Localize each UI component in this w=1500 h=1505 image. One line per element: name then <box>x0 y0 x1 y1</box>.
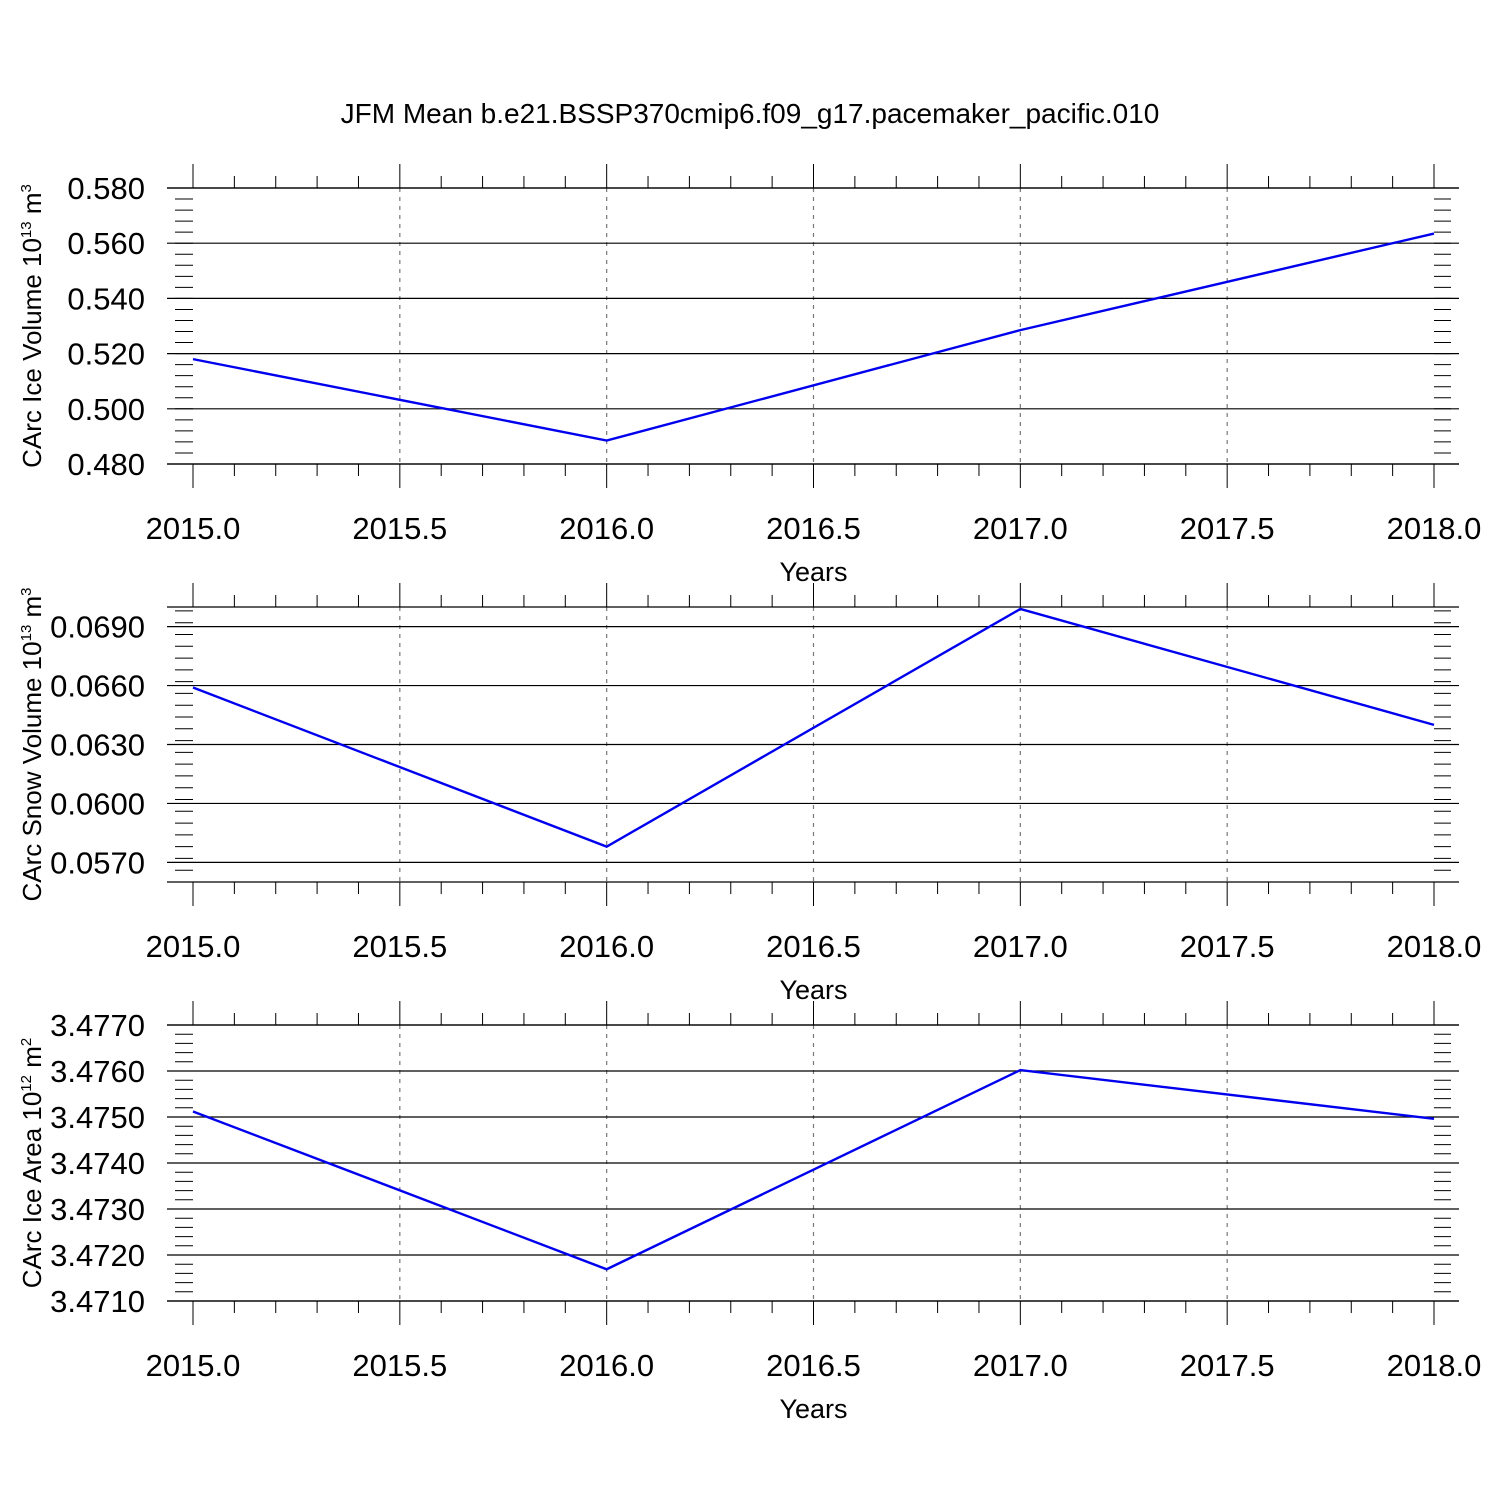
x-axis-label: Years <box>779 975 847 1005</box>
x-tick-label: 2015.0 <box>146 1348 241 1383</box>
y-tick-label: 3.4740 <box>50 1146 145 1181</box>
y-tick-label: 0.480 <box>67 447 145 482</box>
y-tick-label: 3.4750 <box>50 1100 145 1135</box>
x-tick-label: 2016.5 <box>766 929 861 964</box>
y-tick-label: 3.4770 <box>50 1008 145 1043</box>
y-tick-label: 0.520 <box>67 337 145 372</box>
y-tick-label: 3.4760 <box>50 1054 145 1089</box>
y-tick-label: 0.540 <box>67 281 145 316</box>
x-tick-label: 2017.0 <box>973 511 1068 546</box>
x-tick-label: 2018.0 <box>1387 929 1482 964</box>
x-tick-label: 2017.5 <box>1180 511 1275 546</box>
y-tick-label: 0.0600 <box>50 786 145 821</box>
panel-3: 3.4710 3.4720 3.4730 3.4740 3.4750 3.4760 3.47… <box>17 1001 1481 1424</box>
y-axis-label: CArc Snow Volume 1013 m3 <box>17 587 47 901</box>
series-line <box>192 1068 1435 1271</box>
y-tick-label: 0.0690 <box>50 610 145 645</box>
y-tick-label: 0.560 <box>67 226 145 261</box>
y-tick-label: 3.4710 <box>50 1284 145 1319</box>
x-tick-label: 2016.5 <box>766 511 861 546</box>
figure-title: JFM Mean b.e21.BSSP370cmip6.f09_g17.pace… <box>340 98 1160 129</box>
x-tick-label: 2016.0 <box>559 929 654 964</box>
x-tick-label: 2015.0 <box>146 511 241 546</box>
y-tick-label: 3.4720 <box>50 1238 145 1273</box>
y-tick-label: 0.500 <box>67 392 145 427</box>
x-tick-label: 2016.5 <box>766 1348 861 1383</box>
series-line <box>192 232 1435 442</box>
x-axis-label: Years <box>779 557 847 587</box>
series-line <box>192 607 1435 848</box>
y-tick-label: 0.0660 <box>50 669 145 704</box>
x-tick-label: 2017.0 <box>973 929 1068 964</box>
y-axis-label: CArc Ice Volume 1013 m3 <box>17 184 47 468</box>
y-tick-label: 0.0630 <box>50 728 145 763</box>
y-tick-label: 0.0570 <box>50 845 145 880</box>
x-tick-label: 2015.0 <box>146 929 241 964</box>
x-tick-label: 2015.5 <box>352 929 447 964</box>
x-tick-label: 2015.5 <box>352 511 447 546</box>
x-tick-label: 2016.0 <box>559 1348 654 1383</box>
panel-1: 0.480 0.500 0.520 0.540 0.560 0.580 2015.0 2015… <box>17 164 1481 587</box>
y-tick-label: 3.4730 <box>50 1192 145 1227</box>
y-tick-label: 0.580 <box>67 171 145 206</box>
x-tick-label: 2016.0 <box>559 511 654 546</box>
x-tick-label: 2017.5 <box>1180 929 1275 964</box>
x-axis-label: Years <box>779 1394 847 1424</box>
x-tick-label: 2017.0 <box>973 1348 1068 1383</box>
x-tick-label: 2017.5 <box>1180 1348 1275 1383</box>
x-tick-label: 2018.0 <box>1387 1348 1482 1383</box>
y-axis-label: CArc Ice Area 1012 m2 <box>17 1038 47 1288</box>
x-tick-label: 2015.5 <box>352 1348 447 1383</box>
panel-2: 0.0570 0.0600 0.0630 0.0660 0.0690 2015.0 2015… <box>17 583 1481 1005</box>
x-tick-label: 2018.0 <box>1387 511 1482 546</box>
